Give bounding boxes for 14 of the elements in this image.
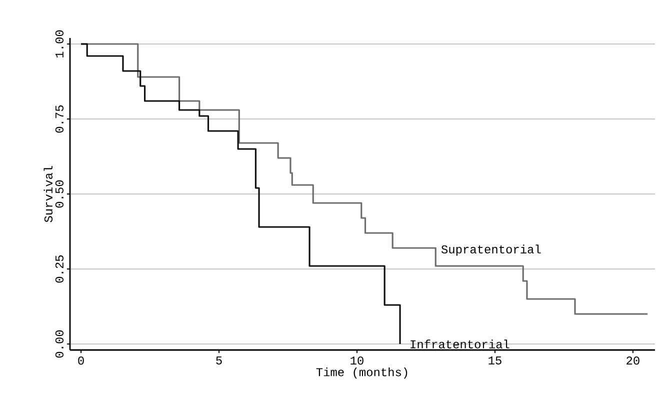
y-tick-label: 0.75 xyxy=(55,105,64,133)
x-tick-label: 10 xyxy=(350,356,364,365)
y-tick-label: 1.00 xyxy=(55,30,64,58)
x-tick-label: 15 xyxy=(488,356,502,364)
x-tick-label: 5 xyxy=(216,356,222,364)
y-tick-label: 0.25 xyxy=(55,255,64,283)
y-tick-label: 0.00 xyxy=(55,330,64,358)
y-axis-title: Survival xyxy=(44,166,53,222)
series-label: Supratentorial xyxy=(441,244,541,256)
x-axis-title: Time (months) xyxy=(316,367,408,379)
x-tick-label: 20 xyxy=(626,356,640,365)
series-label: Infratentorial xyxy=(410,340,510,348)
x-tick-label: 0 xyxy=(78,356,84,365)
y-tick-label: 0.50 xyxy=(55,180,64,208)
